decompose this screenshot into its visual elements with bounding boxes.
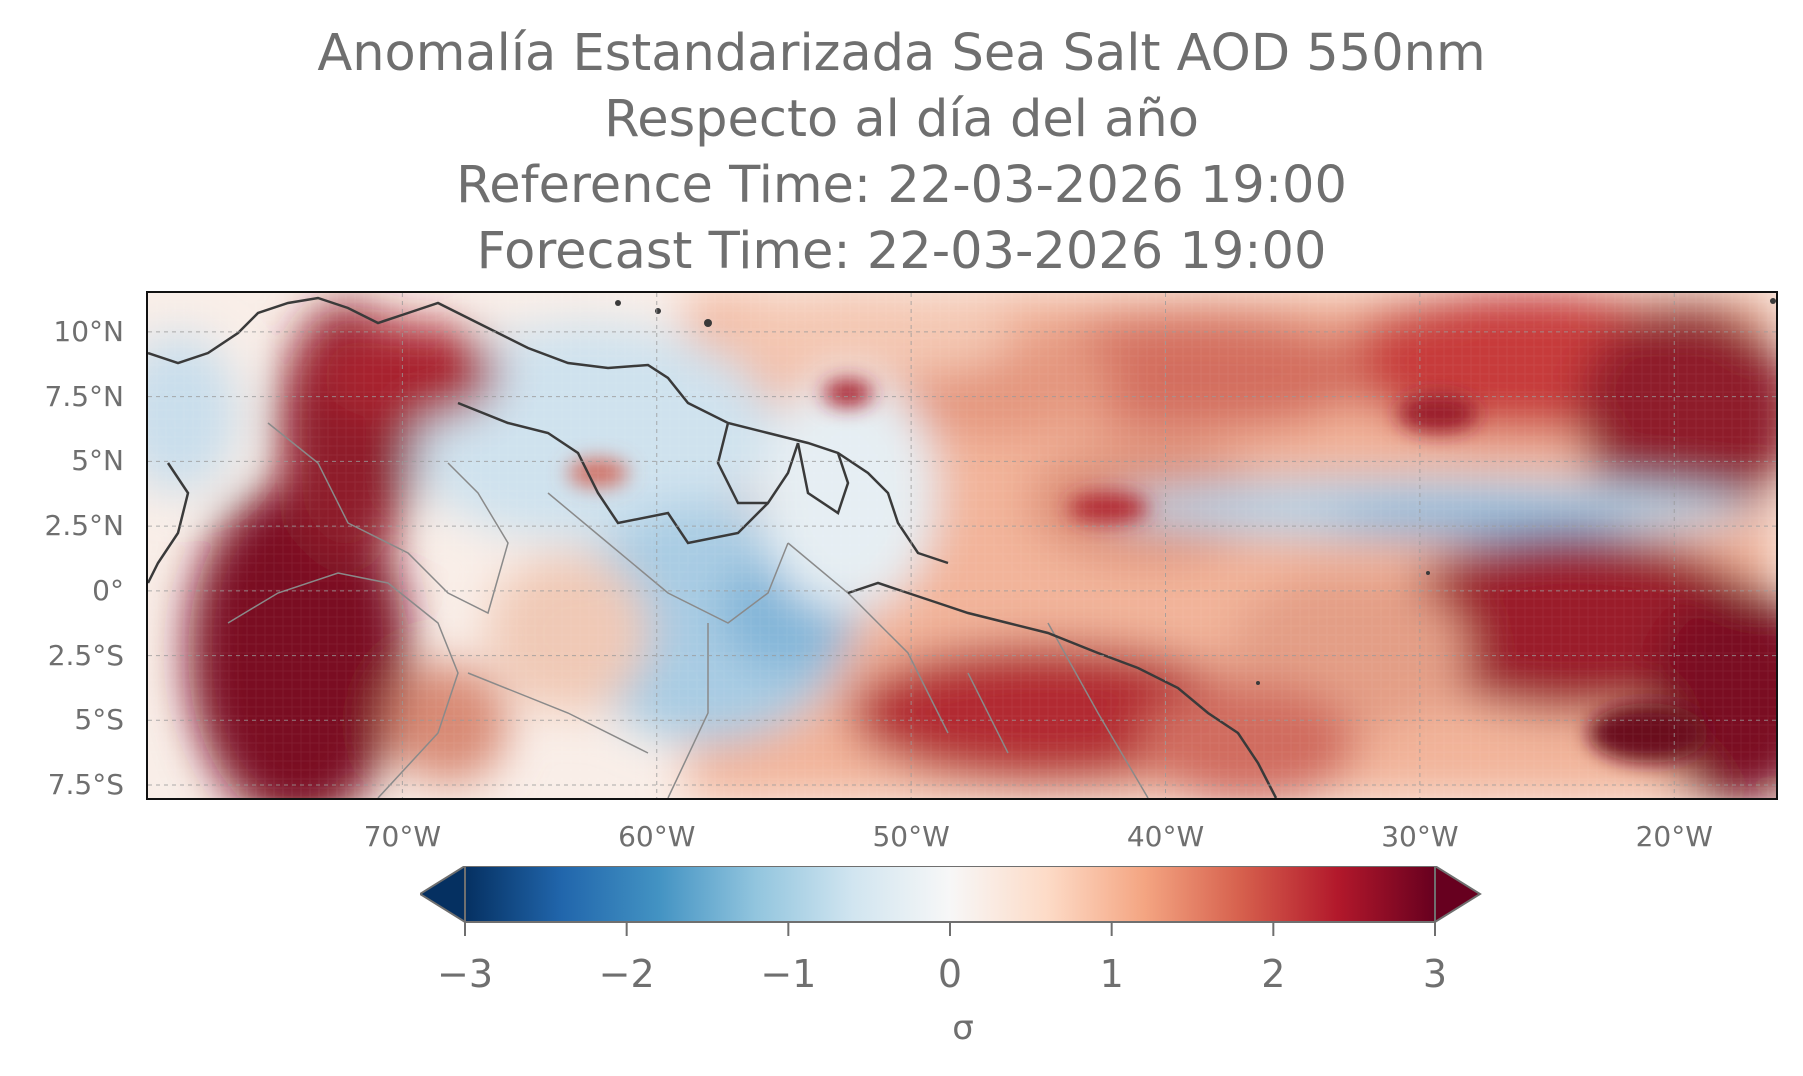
lat-tick-label: 5°N — [71, 444, 124, 478]
title-line-1: Anomalía Estandarizada Sea Salt AOD 550n… — [317, 24, 1486, 83]
lon-tick-label: 30°W — [1381, 820, 1459, 853]
colorbar — [420, 866, 1482, 936]
lat-tick-label: 2.5°S — [47, 638, 124, 672]
colorbar-tick-label: −3 — [436, 952, 494, 996]
lon-tick-label: 20°W — [1635, 820, 1713, 853]
colorbar-tick-label: 3 — [1422, 952, 1448, 996]
colorbar-unit: σ — [952, 1008, 974, 1048]
colorbar-tick-label: 1 — [1099, 952, 1124, 996]
colorbar-tick-label: 0 — [937, 952, 963, 996]
colorbar-tick-label: 2 — [1261, 952, 1286, 996]
lon-tick-label: 50°W — [872, 820, 950, 853]
country-borders — [227, 422, 1149, 798]
title-line-4: Forecast Time: 22-03-2026 19:00 — [476, 222, 1327, 281]
lon-tick-label: 60°W — [618, 820, 696, 853]
lon-tick-label: 70°W — [363, 820, 442, 853]
lon-tick-label: 40°W — [1126, 820, 1205, 853]
map-panel — [146, 291, 1778, 800]
lat-tick-label: 10°N — [53, 314, 124, 348]
lat-tick-label: 7.5°S — [47, 768, 124, 802]
colorbar-extend-high — [1434, 866, 1482, 924]
colorbar-gradient — [465, 866, 1435, 922]
coastlines — [148, 296, 1278, 798]
title-line-3: Reference Time: 22-03-2026 19:00 — [456, 156, 1347, 215]
colorbar-extend-low — [420, 866, 466, 924]
anomaly-map — [148, 293, 1776, 798]
title-line-2: Respecto al día del año — [604, 90, 1199, 149]
lat-tick-label: 7.5°N — [44, 379, 124, 413]
lat-tick-label: 2.5°N — [44, 509, 124, 543]
colorbar-tick-label: −2 — [598, 952, 655, 996]
lat-tick-label: 5°S — [74, 703, 124, 737]
colorbar-tick-label: −1 — [760, 952, 817, 996]
colorbar-ticks — [464, 922, 1436, 936]
lat-tick-label: 0° — [92, 573, 124, 607]
